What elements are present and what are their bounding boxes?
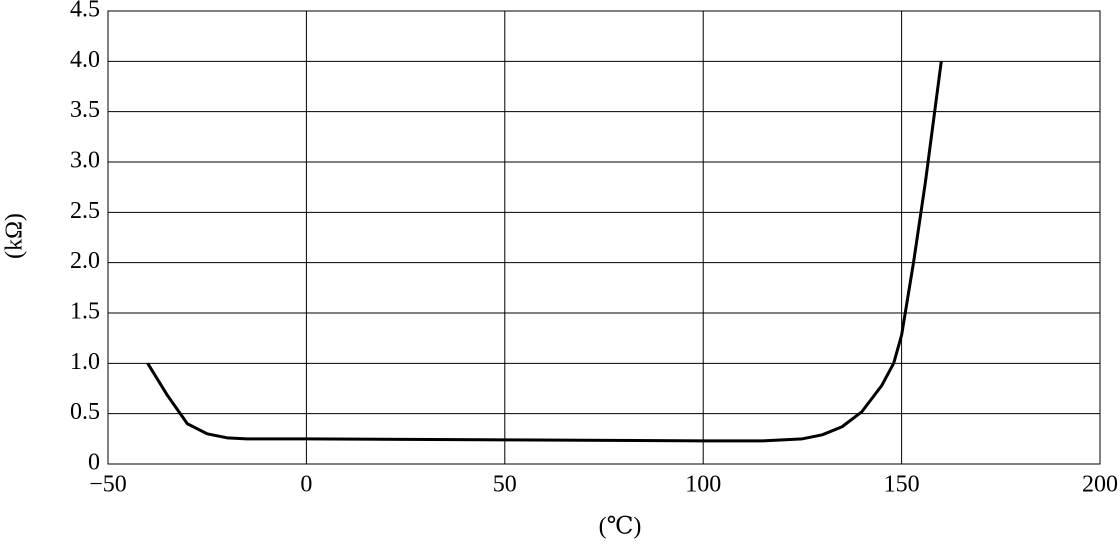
plot-frame: [107, 10, 1101, 465]
y-tick-label: 0: [88, 450, 100, 476]
y-tick-label: 2.5: [70, 198, 100, 224]
y-tick-label: 3.0: [70, 148, 100, 174]
data-line: [146, 61, 943, 443]
y-tick-label: 4.5: [70, 0, 100, 23]
y-tick-label: 1.0: [70, 349, 100, 375]
x-tick-label: 50: [493, 472, 517, 498]
x-tick-label: −50: [89, 472, 127, 498]
y-tick-label: 0.5: [70, 399, 100, 425]
x-tick-label: 0: [300, 472, 312, 498]
y-axis-label: (kΩ): [2, 213, 28, 259]
y-tick-label: 1.5: [70, 299, 100, 325]
x-tick-label: 100: [685, 472, 721, 498]
x-axis-label: (℃): [599, 514, 642, 540]
y-tick-label: 4.0: [70, 47, 100, 73]
y-tick-label: 2.0: [70, 248, 100, 274]
y-tick-label: 3.5: [70, 97, 100, 123]
x-tick-label: 200: [1082, 472, 1118, 498]
x-tick-label: 150: [884, 472, 920, 498]
